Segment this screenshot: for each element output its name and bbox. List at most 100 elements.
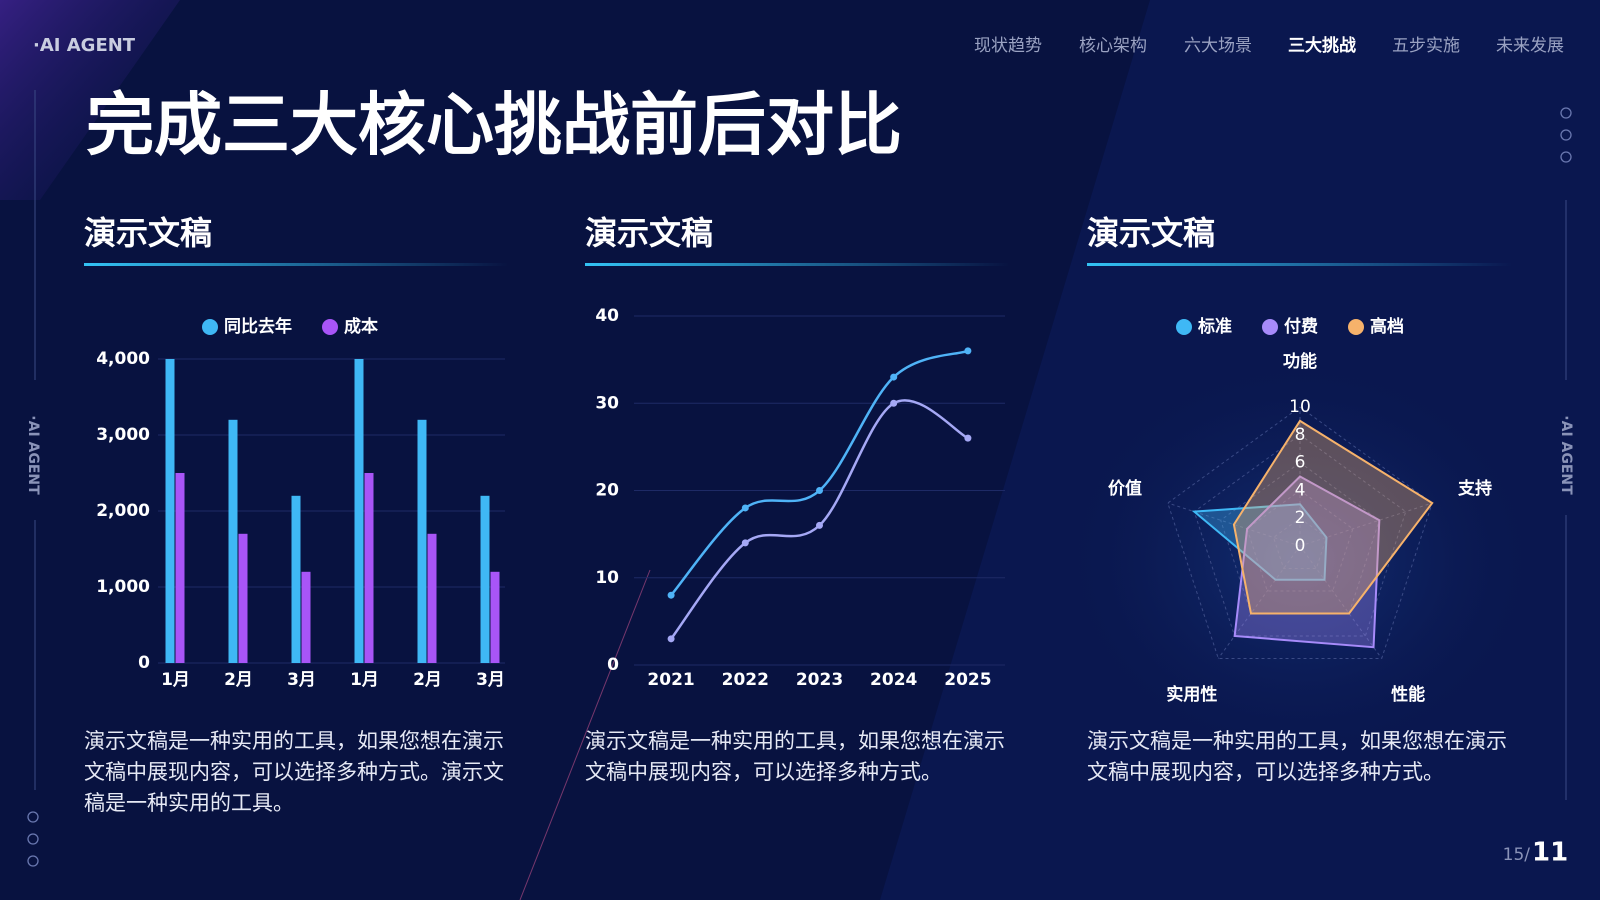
radar-axis [1299, 502, 1433, 547]
nav-item[interactable]: 核心架构 [1079, 36, 1147, 56]
legend-item: 同比去年 [202, 316, 292, 337]
nav-item[interactable]: 现状趋势 [974, 36, 1042, 56]
bar [291, 495, 301, 663]
legend-swatch [1348, 319, 1364, 335]
nav-item[interactable]: 三大挑战 [1288, 35, 1356, 56]
x-tick-label: 1月 [350, 670, 379, 690]
line-point [816, 487, 823, 494]
x-tick-label: 2021 [647, 670, 694, 690]
panel-heading: 演示文稿 [585, 214, 713, 252]
radar-axis-label: 支持 [1458, 478, 1492, 499]
r-tick-label: 8 [1295, 425, 1306, 445]
radar-grid [1246, 489, 1354, 592]
legend-swatch [1176, 319, 1192, 335]
nav-item[interactable]: 未来发展 [1496, 36, 1564, 56]
panel-heading: 演示文稿 [1087, 214, 1215, 252]
line-point [667, 635, 675, 643]
brand: ·AI AGENT [33, 35, 136, 56]
description: 演示文稿是一种实用的工具，如果您想在演示文稿中展现内容，可以选择多种方式。演示文… [84, 729, 504, 815]
r-tick-label: 6 [1295, 453, 1306, 473]
x-tick-label: 3月 [476, 670, 505, 690]
decor [519, 569, 651, 900]
legend-label: 成本 [344, 316, 378, 337]
line-point [741, 504, 749, 512]
r-tick-label: 2 [1295, 508, 1306, 528]
legend-label: 标准 [1198, 316, 1232, 337]
radar-area [1232, 419, 1434, 615]
radar-axis-label: 实用性 [1166, 684, 1217, 705]
heading-underline [1087, 263, 1512, 266]
radar-axis-label: 价值 [1108, 478, 1142, 499]
panel-heading: 演示文稿 [84, 214, 212, 252]
description: 演示文稿是一种实用的工具，如果您想在演示文稿中展现内容，可以选择多种方式。 [1087, 729, 1507, 784]
radar-grid [1193, 434, 1407, 637]
legend-item: 高档 [1348, 316, 1404, 337]
side-brand: ·AI AGENT [1558, 415, 1574, 495]
line-point [816, 521, 823, 529]
description: 演示文稿是一种实用的工具，如果您想在演示文稿中展现内容，可以选择多种方式。 [585, 729, 1005, 784]
x-tick-label: 2024 [870, 670, 917, 690]
line-point [890, 373, 898, 381]
nav-item[interactable]: 五步实施 [1392, 36, 1460, 56]
x-tick-label: 3月 [287, 670, 316, 690]
decor [1040, 340, 1560, 780]
legend-label: 高档 [1370, 316, 1404, 337]
y-tick-label: 10 [595, 568, 619, 588]
radar-area [1191, 503, 1328, 581]
bar [228, 419, 238, 663]
legend-item: 成本 [322, 316, 378, 337]
legend-swatch [202, 319, 218, 335]
radar-axis [1167, 502, 1301, 547]
line-point [667, 591, 675, 599]
r-tick-label: 10 [1289, 397, 1311, 417]
page-current: 11 [1532, 838, 1568, 868]
line-point [964, 347, 972, 355]
x-tick-label: 2月 [224, 670, 253, 690]
radar-grid [1220, 461, 1380, 614]
line-point [964, 434, 972, 442]
bar [364, 473, 374, 663]
legend-item: 标准 [1176, 316, 1232, 337]
line-point [741, 539, 749, 547]
y-tick-label: 1,000 [96, 577, 150, 597]
bar [165, 359, 175, 663]
nav-item[interactable]: 六大场景 [1184, 36, 1252, 56]
legend-label: 付费 [1284, 316, 1318, 337]
y-tick-label: 20 [595, 481, 619, 501]
decor [0, 0, 180, 200]
r-tick-label: 0 [1295, 536, 1306, 556]
decor-dots [27, 107, 1572, 867]
radar-area [1233, 475, 1381, 649]
bar [301, 571, 311, 663]
x-tick-label: 1月 [161, 670, 190, 690]
radar-axis [1299, 545, 1383, 659]
x-tick-label: 2022 [722, 670, 769, 690]
x-tick-label: 2023 [796, 670, 843, 690]
x-tick-label: 2月 [413, 670, 442, 690]
bar [480, 495, 490, 663]
slide-title: 完成三大核心挑战前后对比 [86, 87, 902, 166]
bar [427, 533, 437, 663]
x-tick-label: 2025 [944, 670, 991, 690]
heading-underline [585, 263, 1010, 266]
bar [417, 419, 427, 663]
legend-swatch [1262, 319, 1278, 335]
radar-axis-label: 性能 [1391, 684, 1425, 705]
y-tick-label: 0 [607, 655, 619, 675]
line-point [890, 399, 898, 407]
bar [490, 571, 500, 663]
radar-grid [1167, 406, 1433, 659]
legend-item: 付费 [1262, 316, 1318, 337]
y-tick-label: 4,000 [96, 349, 150, 369]
y-tick-label: 2,000 [96, 501, 150, 521]
legend-swatch [322, 319, 338, 335]
y-tick-label: 3,000 [96, 425, 150, 445]
side-brand: ·AI AGENT [25, 415, 41, 495]
r-tick-label: 4 [1295, 480, 1306, 500]
bar [238, 533, 248, 663]
y-tick-label: 0 [138, 653, 150, 673]
radar-axis-label: 功能 [1283, 351, 1317, 372]
page-total: 15/ [1503, 845, 1531, 865]
bar [354, 359, 364, 663]
